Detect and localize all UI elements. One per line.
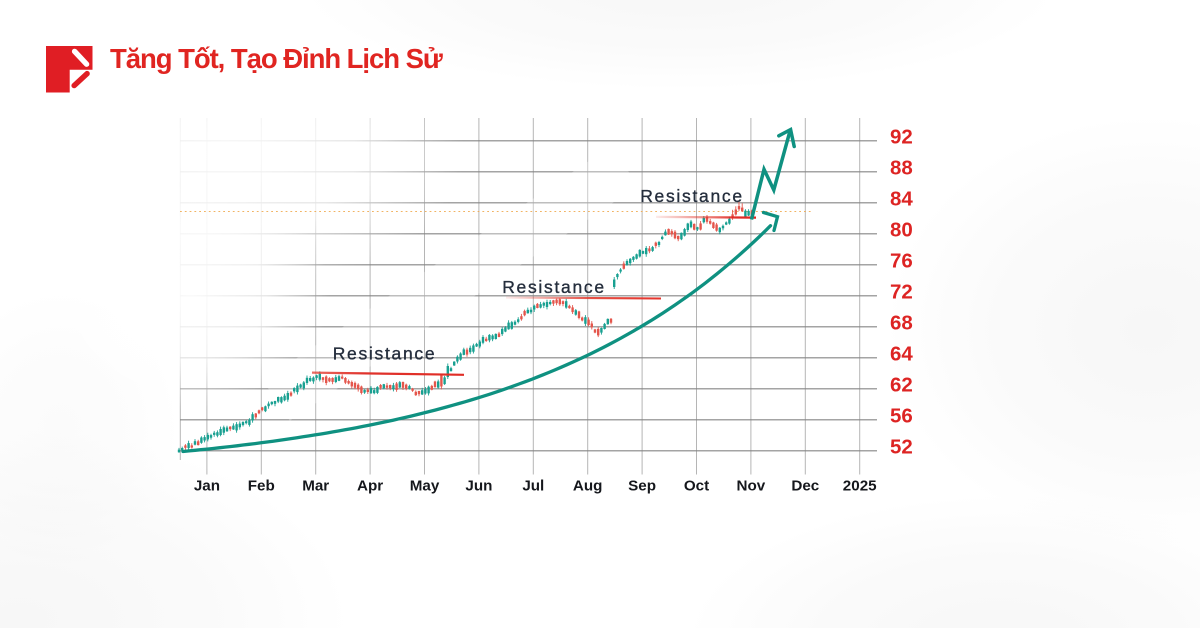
svg-text:Aug: Aug [573, 478, 603, 495]
svg-text:Resistance: Resistance [640, 186, 744, 206]
svg-text:Oct: Oct [684, 478, 709, 495]
svg-text:Sep: Sep [628, 478, 656, 495]
svg-text:62: 62 [890, 374, 913, 397]
svg-text:Resistance: Resistance [502, 277, 606, 297]
svg-text:Jun: Jun [465, 478, 492, 495]
svg-text:84: 84 [890, 188, 913, 211]
svg-text:72: 72 [890, 281, 913, 304]
svg-text:Nov: Nov [737, 478, 766, 495]
svg-text:64: 64 [890, 343, 913, 366]
svg-text:68: 68 [890, 312, 913, 335]
svg-text:56: 56 [890, 405, 913, 428]
svg-text:76: 76 [890, 250, 913, 273]
svg-text:88: 88 [890, 157, 913, 180]
svg-text:80: 80 [890, 219, 913, 242]
svg-text:Resistance: Resistance [333, 344, 437, 364]
svg-text:Feb: Feb [248, 478, 275, 495]
svg-text:92: 92 [890, 126, 913, 149]
svg-text:52: 52 [890, 436, 913, 459]
svg-text:Apr: Apr [357, 478, 383, 495]
svg-text:2025: 2025 [843, 478, 877, 495]
svg-text:Mar: Mar [302, 478, 329, 495]
svg-text:Dec: Dec [791, 478, 819, 495]
svg-text:May: May [410, 478, 440, 495]
svg-text:Jul: Jul [522, 478, 544, 495]
svg-text:Jan: Jan [194, 478, 220, 495]
